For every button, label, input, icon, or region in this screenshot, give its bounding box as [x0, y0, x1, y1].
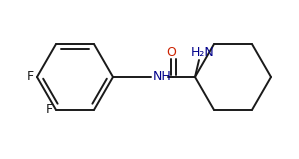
Text: NH: NH	[153, 70, 172, 83]
Text: O: O	[166, 46, 176, 59]
Text: F: F	[46, 103, 53, 116]
Text: F: F	[27, 70, 34, 83]
Text: H₂N: H₂N	[191, 46, 215, 59]
